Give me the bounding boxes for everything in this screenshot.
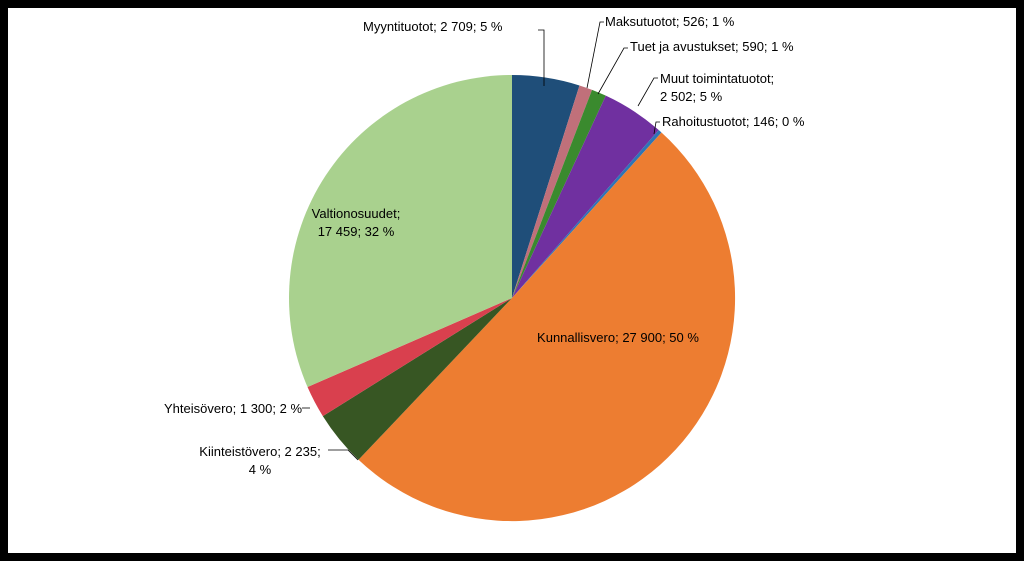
slice-label-line: Tuet ja avustukset; 590; 1 % xyxy=(630,39,794,54)
slice-label-line: Kiinteistövero; 2 235; xyxy=(199,444,320,459)
leader-line-maksutuotot xyxy=(586,21,604,89)
pie-slices xyxy=(289,75,736,522)
slice-label-line: Myyntituotot; 2 709; 5 % xyxy=(363,19,503,34)
slice-label-line: 2 502; 5 % xyxy=(660,89,723,104)
slice-label-kiinteistovero: Kiinteistövero; 2 235; 4 % xyxy=(199,444,320,477)
leader-line-muut-toimintatuotot xyxy=(637,77,658,107)
slice-label-line: Muut toimintatuotot; xyxy=(660,71,774,86)
pie-slice-kunnallisvero xyxy=(358,132,736,522)
slice-label-line: Kunnallisvero; 27 900; 50 % xyxy=(537,330,699,345)
pie-slice-rahoitustuotot xyxy=(512,130,662,298)
slice-label-valtionosuudet: Valtionosuudet; 17 459; 32 % xyxy=(312,206,401,239)
pie-slice-tuet-ja-avustukset xyxy=(512,89,606,298)
leader-line-kiinteistovero xyxy=(328,449,359,461)
pie-slice-myyntituotot xyxy=(512,75,580,298)
slice-labels: Myyntituotot; 2 709; 5 % Maksutuotot; 526… xyxy=(164,14,805,477)
slice-label-line: 4 % xyxy=(249,462,272,477)
slice-label-kunnallisvero: Kunnallisvero; 27 900; 50 % xyxy=(537,330,699,345)
slice-label-line: Rahoitustuotot; 146; 0 % xyxy=(662,114,805,129)
slice-label-maksutuotot: Maksutuotot; 526; 1 % xyxy=(605,14,735,29)
slice-label-line: Yhteisövero; 1 300; 2 % xyxy=(164,401,302,416)
leader-line-myyntituotot xyxy=(538,29,545,86)
pie-slice-muut-toimintatuotot xyxy=(512,95,659,299)
pie-slice-valtionosuudet xyxy=(289,75,512,387)
slice-label-line: Valtionosuudet; xyxy=(312,206,401,221)
slice-label-line: 17 459; 32 % xyxy=(318,224,395,239)
leader-line-tuet-ja-avustukset xyxy=(597,47,628,95)
slice-label-muut-toimintatuotot: Muut toimintatuotot; 2 502; 5 % xyxy=(660,71,774,104)
slice-label-line: Maksutuotot; 526; 1 % xyxy=(605,14,735,29)
pie-slice-yhteisovero xyxy=(307,298,512,417)
slice-label-tuet-ja-avustukset: Tuet ja avustukset; 590; 1 % xyxy=(630,39,794,54)
slice-label-myyntituotot: Myyntituotot; 2 709; 5 % xyxy=(363,19,503,34)
slice-label-rahoitustuotot: Rahoitustuotot; 146; 0 % xyxy=(662,114,805,129)
leader-line-rahoitustuotot xyxy=(653,121,660,135)
label-leaders xyxy=(302,21,660,461)
slice-label-yhteisovero: Yhteisövero; 1 300; 2 % xyxy=(164,401,302,416)
pie-slice-maksutuotot xyxy=(512,85,593,299)
chart-frame: Myyntituotot; 2 709; 5 % Maksutuotot; 526… xyxy=(8,8,1016,553)
pie-slice-kiinteistovero xyxy=(322,298,512,460)
pie-chart: Myyntituotot; 2 709; 5 % Maksutuotot; 526… xyxy=(164,14,805,522)
